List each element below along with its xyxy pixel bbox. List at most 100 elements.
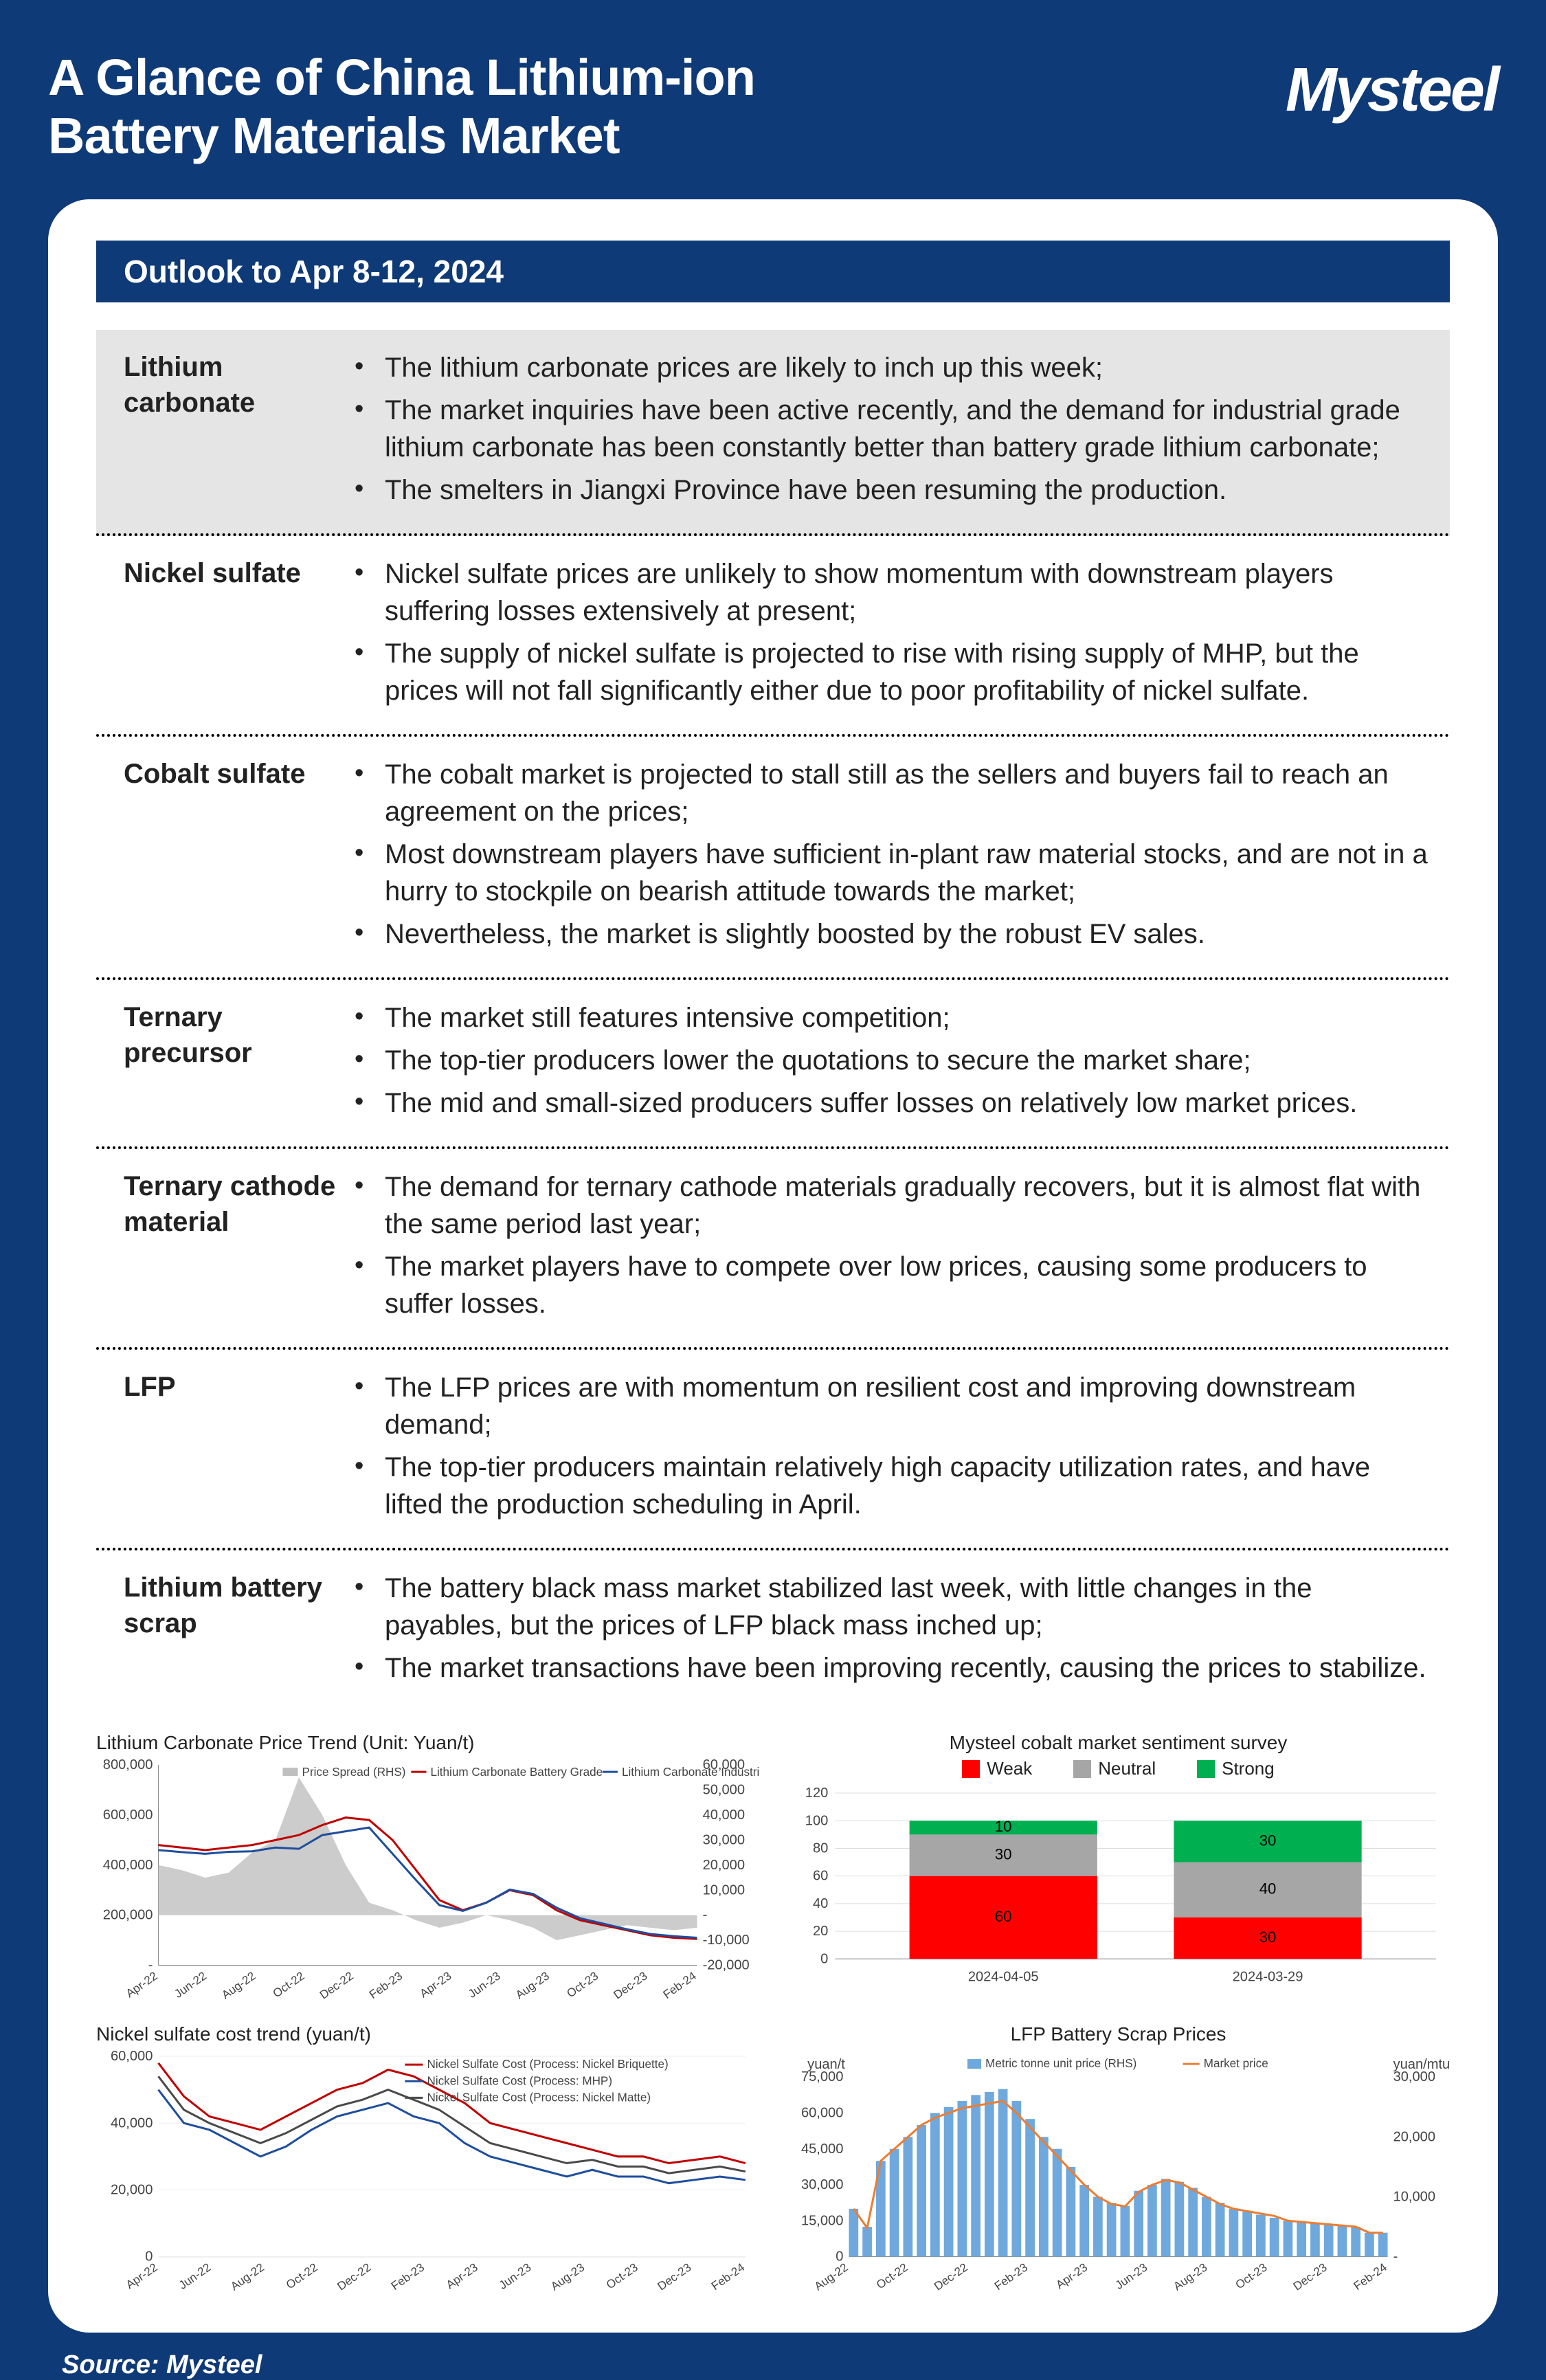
svg-text:-: - bbox=[703, 1908, 708, 1923]
nickel-sulfate-chart: Nickel sulfate cost trend (yuan/t) 020,0… bbox=[96, 2023, 759, 2298]
lithium-carbonate-chart: Lithium Carbonate Price Trend (Unit: Yua… bbox=[96, 1732, 759, 2007]
svg-text:60: 60 bbox=[813, 1869, 828, 1884]
svg-text:Feb-23: Feb-23 bbox=[367, 1970, 405, 2002]
svg-text:Oct-23: Oct-23 bbox=[604, 2260, 640, 2291]
section-bullets: The demand for ternary cathode materials… bbox=[350, 1168, 1443, 1328]
svg-text:Nickel Sulfate Cost (Process:: Nickel Sulfate Cost (Process: Nickel Bri… bbox=[427, 2058, 668, 2071]
chart1-title: Lithium Carbonate Price Trend (Unit: Yua… bbox=[96, 1732, 759, 1754]
chart3-title: Nickel sulfate cost trend (yuan/t) bbox=[96, 2023, 759, 2045]
svg-text:Apr-23: Apr-23 bbox=[418, 1970, 454, 2001]
svg-text:30: 30 bbox=[995, 1846, 1012, 1863]
svg-text:Apr-22: Apr-22 bbox=[124, 2260, 160, 2291]
section-name: Lithium battery scrap bbox=[103, 1570, 350, 1692]
svg-text:Jun-22: Jun-22 bbox=[172, 1970, 209, 2001]
bullet-item: The demand for ternary cathode materials… bbox=[350, 1168, 1429, 1243]
svg-text:Metric tonne unit price (RHS): Metric tonne unit price (RHS) bbox=[985, 2057, 1136, 2070]
section-name: Ternary precursor bbox=[103, 999, 350, 1127]
chart3-svg: 020,00040,00060,000Apr-22Jun-22Aug-22Oct… bbox=[96, 2049, 759, 2298]
svg-text:Lithium Carbonate Battery Grad: Lithium Carbonate Battery Grade bbox=[431, 1766, 603, 1779]
svg-text:40: 40 bbox=[1259, 1880, 1277, 1898]
bullet-item: The mid and small-sized producers suffer… bbox=[350, 1085, 1429, 1122]
page-header: A Glance of China Lithium-ion Battery Ma… bbox=[48, 48, 1498, 165]
svg-text:80: 80 bbox=[813, 1841, 828, 1856]
svg-text:15,000: 15,000 bbox=[801, 2213, 843, 2228]
bullet-item: Nickel sulfate prices are unlikely to sh… bbox=[350, 555, 1429, 630]
bullet-item: The supply of nickel sulfate is projecte… bbox=[350, 635, 1429, 709]
legend-weak: Weak bbox=[962, 1758, 1032, 1779]
section-name: Nickel sulfate bbox=[103, 555, 350, 715]
svg-text:30: 30 bbox=[1259, 1928, 1277, 1946]
legend-neutral: Neutral bbox=[1073, 1758, 1156, 1779]
svg-text:Nickel Sulfate Cost (Process:: Nickel Sulfate Cost (Process: Nickel Mat… bbox=[427, 2091, 651, 2104]
bullet-item: Most downstream players have sufficient … bbox=[350, 836, 1429, 910]
svg-text:30: 30 bbox=[1259, 1832, 1277, 1849]
section-row: LFPThe LFP prices are with momentum on r… bbox=[96, 1350, 1450, 1550]
svg-text:Jun-22: Jun-22 bbox=[177, 2260, 214, 2292]
bullet-item: The market players have to compete over … bbox=[350, 1248, 1429, 1322]
svg-text:Oct-22: Oct-22 bbox=[271, 1970, 307, 2001]
svg-text:Oct-22: Oct-22 bbox=[874, 2260, 910, 2291]
section-row: Lithium carbonateThe lithium carbonate p… bbox=[96, 330, 1450, 536]
svg-text:Dec-22: Dec-22 bbox=[317, 1970, 356, 2002]
svg-text:20: 20 bbox=[813, 1924, 828, 1939]
section-bullets: The lithium carbonate prices are likely … bbox=[350, 349, 1443, 514]
svg-text:Dec-22: Dec-22 bbox=[335, 2260, 373, 2293]
svg-text:Apr-23: Apr-23 bbox=[444, 2260, 480, 2291]
svg-text:20,000: 20,000 bbox=[703, 1858, 745, 1873]
chart2-svg: 0204060801001206030102024-04-05304030202… bbox=[787, 1786, 1450, 1994]
svg-text:Oct-23: Oct-23 bbox=[564, 1970, 601, 2001]
svg-text:Price Spread (RHS): Price Spread (RHS) bbox=[302, 1766, 406, 1779]
svg-text:Jun-23: Jun-23 bbox=[1113, 2260, 1150, 2292]
outlook-heading: Outlook to Apr 8-12, 2024 bbox=[96, 241, 1450, 302]
svg-text:Nickel Sulfate Cost (Process:: Nickel Sulfate Cost (Process: MHP) bbox=[427, 2074, 612, 2087]
svg-text:Market price: Market price bbox=[1204, 2057, 1268, 2070]
svg-text:Lithium Carbonate Industrial G: Lithium Carbonate Industrial Grade bbox=[622, 1766, 759, 1779]
title-line2: Battery Materials Market bbox=[48, 107, 619, 164]
svg-text:yuan/mtu: yuan/mtu bbox=[1393, 2057, 1450, 2072]
svg-text:10: 10 bbox=[995, 1818, 1012, 1835]
svg-text:40: 40 bbox=[813, 1896, 828, 1911]
svg-text:800,000: 800,000 bbox=[103, 1758, 153, 1772]
svg-text:10,000: 10,000 bbox=[703, 1882, 745, 1898]
svg-text:Aug-22: Aug-22 bbox=[219, 1970, 258, 2002]
section-bullets: The LFP prices are with momentum on resi… bbox=[350, 1369, 1443, 1528]
svg-text:20,000: 20,000 bbox=[1393, 2129, 1435, 2144]
bullet-item: The battery black mass market stabilized… bbox=[350, 1570, 1429, 1644]
bullet-item: The top-tier producers lower the quotati… bbox=[350, 1042, 1429, 1079]
svg-text:Apr-23: Apr-23 bbox=[1053, 2260, 1090, 2291]
svg-text:Feb-24: Feb-24 bbox=[1352, 2260, 1389, 2293]
title-line1: A Glance of China Lithium-ion bbox=[48, 49, 755, 106]
chart4-title: LFP Battery Scrap Prices bbox=[787, 2023, 1450, 2045]
bullet-item: The market inquiries have been active re… bbox=[350, 392, 1429, 466]
lfp-scrap-chart: LFP Battery Scrap Prices 015,00030,00045… bbox=[787, 2023, 1450, 2298]
section-bullets: Nickel sulfate prices are unlikely to sh… bbox=[350, 555, 1443, 715]
svg-text:Feb-23: Feb-23 bbox=[389, 2260, 427, 2293]
legend-strong: Strong bbox=[1197, 1758, 1275, 1779]
svg-text:50,000: 50,000 bbox=[703, 1783, 745, 1798]
page-title: A Glance of China Lithium-ion Battery Ma… bbox=[48, 48, 755, 165]
svg-text:60,000: 60,000 bbox=[801, 2106, 843, 2121]
svg-text:0: 0 bbox=[820, 1952, 828, 1967]
svg-text:60,000: 60,000 bbox=[111, 2049, 153, 2064]
svg-text:45,000: 45,000 bbox=[801, 2142, 843, 2157]
svg-text:Oct-22: Oct-22 bbox=[284, 2260, 320, 2291]
svg-text:2024-04-05: 2024-04-05 bbox=[968, 1970, 1039, 1985]
svg-text:200,000: 200,000 bbox=[103, 1908, 153, 1923]
bullet-item: The LFP prices are with momentum on resi… bbox=[350, 1369, 1429, 1443]
section-row: Lithium battery scrapThe battery black m… bbox=[96, 1550, 1450, 1711]
svg-text:400,000: 400,000 bbox=[103, 1858, 153, 1873]
section-bullets: The cobalt market is projected to stall … bbox=[350, 756, 1443, 958]
svg-text:-: - bbox=[1393, 2249, 1398, 2265]
svg-text:20,000: 20,000 bbox=[111, 2182, 153, 2197]
svg-text:Feb-24: Feb-24 bbox=[661, 1970, 699, 2002]
section-name: Ternary cathode material bbox=[103, 1168, 350, 1328]
source-footer: Source: Mysteel bbox=[48, 2350, 1498, 2380]
svg-text:10,000: 10,000 bbox=[1393, 2190, 1435, 2205]
svg-text:Feb-24: Feb-24 bbox=[709, 2260, 747, 2293]
svg-text:60: 60 bbox=[995, 1908, 1012, 1925]
svg-text:100: 100 bbox=[805, 1813, 829, 1828]
svg-text:Jun-23: Jun-23 bbox=[466, 1970, 503, 2001]
section-row: Cobalt sulfateThe cobalt market is proje… bbox=[96, 737, 1450, 980]
svg-text:Aug-22: Aug-22 bbox=[228, 2260, 267, 2293]
svg-text:Dec-23: Dec-23 bbox=[1291, 2260, 1330, 2293]
